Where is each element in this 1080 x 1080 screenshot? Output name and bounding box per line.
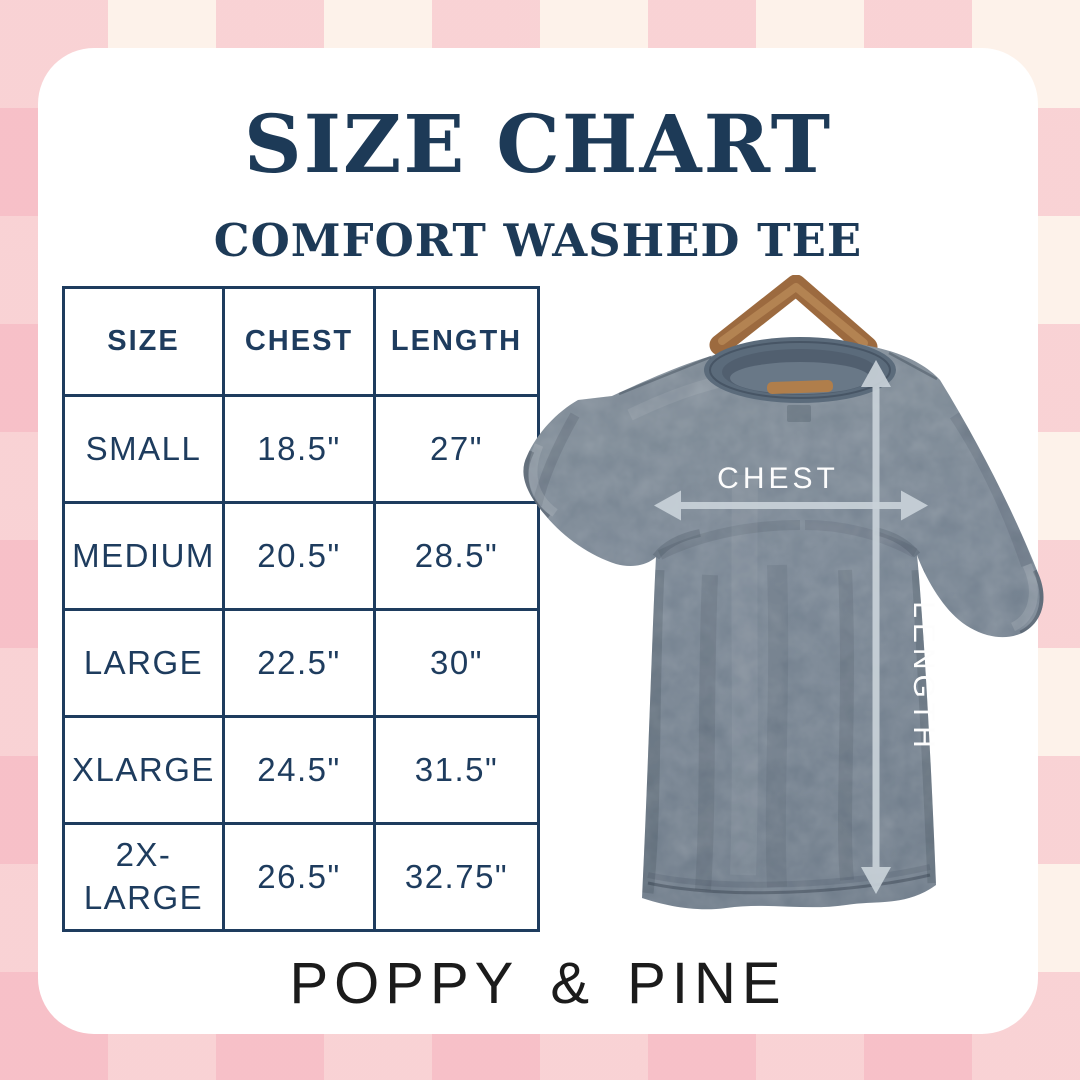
- table-row: XLARGE 24.5" 31.5": [62, 715, 540, 825]
- size-cell: 2X-LARGE: [62, 822, 225, 932]
- table-row: MEDIUM 20.5" 28.5": [62, 501, 540, 611]
- hanger-bar: [766, 380, 834, 394]
- length-label: LENGTH: [907, 601, 940, 753]
- collar: [618, 337, 938, 422]
- chest-cell: 24.5": [222, 715, 376, 825]
- hanger: [709, 275, 878, 358]
- table-header-row: SIZE CHEST LENGTH: [62, 286, 540, 397]
- length-arrow: [861, 360, 891, 894]
- table-row: LARGE 22.5" 30": [62, 608, 540, 718]
- chest-cell: 20.5": [222, 501, 376, 611]
- size-cell: XLARGE: [62, 715, 225, 825]
- col-header-size: SIZE: [62, 286, 225, 397]
- page-subtitle: COMFORT WASHED TEE: [213, 214, 863, 267]
- size-cell: MEDIUM: [62, 501, 225, 611]
- col-header-chest: CHEST: [222, 286, 376, 397]
- size-table: SIZE CHEST LENGTH SMALL 18.5" 27" MEDIUM…: [62, 286, 540, 932]
- size-cell: SMALL: [62, 394, 225, 504]
- length-cell: 32.75": [373, 822, 540, 932]
- chest-label: CHEST: [717, 462, 839, 495]
- length-cell: 28.5": [373, 501, 540, 611]
- page-title: SIZE CHART: [243, 97, 833, 191]
- chest-cell: 26.5": [222, 822, 376, 932]
- chest-cell: 18.5": [222, 394, 376, 504]
- table-row: SMALL 18.5" 27": [62, 394, 540, 504]
- length-cell: 30": [373, 608, 540, 718]
- collar-tag: [787, 405, 811, 422]
- length-cell: 27": [373, 394, 540, 504]
- chest-arrow: [654, 490, 928, 521]
- length-cell: 31.5": [373, 715, 540, 825]
- table-row: 2X-LARGE 26.5" 32.75": [62, 822, 540, 932]
- size-cell: LARGE: [62, 608, 225, 718]
- chest-cell: 22.5": [222, 608, 376, 718]
- brand-name: POPPY & PINE: [289, 951, 787, 1016]
- col-header-length: LENGTH: [373, 286, 540, 397]
- tshirt-diagram: CHEST LENGTH: [515, 275, 1050, 945]
